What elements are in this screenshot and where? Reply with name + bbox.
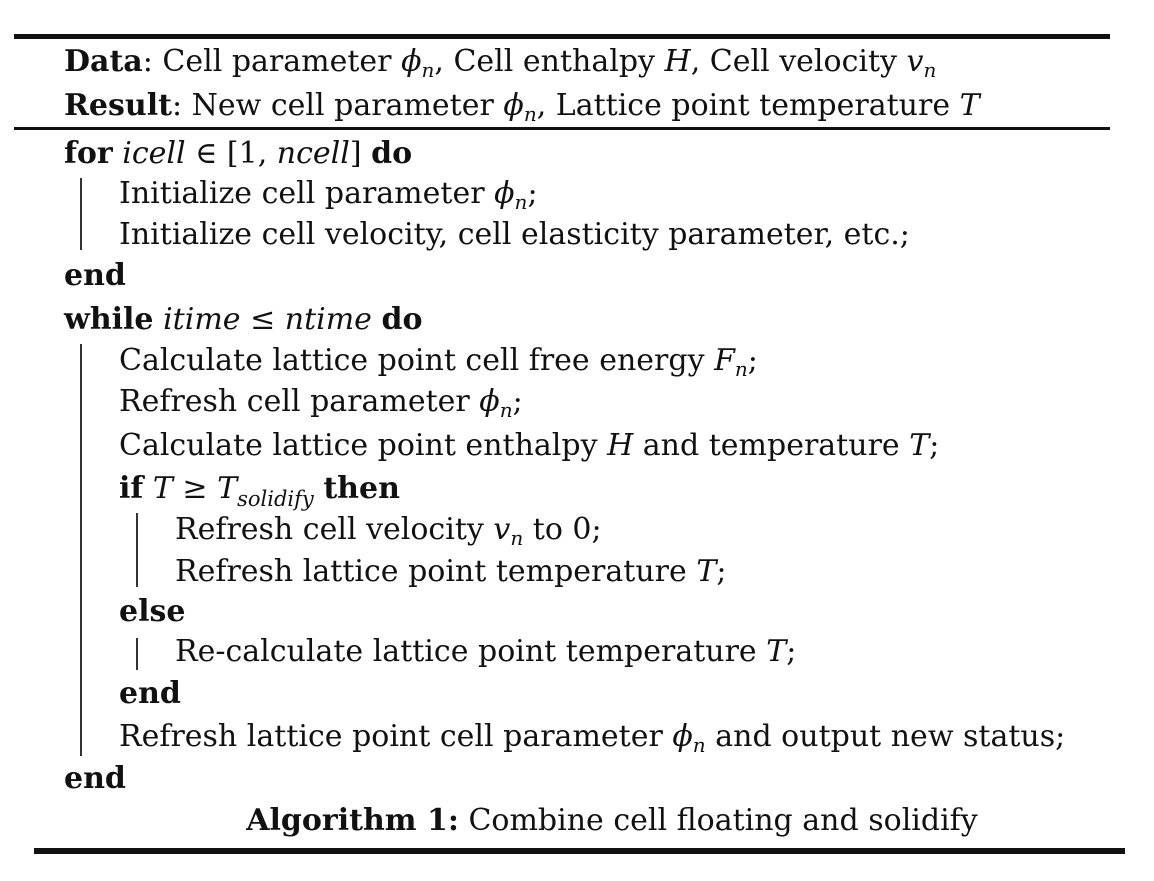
for-block-bar — [80, 178, 82, 250]
refresh1-line: Refresh cell parameter ϕn; — [119, 384, 523, 428]
init2-text: Initialize cell velocity, cell elasticit… — [119, 217, 910, 252]
then2-end: ; — [716, 554, 727, 589]
init1-text: Initialize cell parameter — [119, 176, 485, 211]
calc2-text: Calculate lattice point enthalpy — [119, 428, 598, 463]
else1-line: Re-calculate lattice point temperature T… — [175, 634, 796, 670]
top-rule — [14, 34, 1110, 39]
for-close: ] — [349, 136, 362, 171]
mid-rule — [14, 127, 1110, 130]
result-T: T — [959, 88, 980, 123]
refresh2-phi: ϕ — [672, 719, 693, 754]
if-T: T — [152, 471, 173, 506]
calc1-text: Calculate lattice point cell free energy — [119, 343, 705, 378]
while-le: ≤ — [240, 302, 285, 337]
refresh1-sub: n — [499, 398, 513, 422]
bottom-rule — [34, 848, 1125, 854]
data-sep: : — [142, 44, 153, 79]
init1-phi: ϕ — [494, 176, 515, 211]
for-var: icell — [122, 136, 186, 171]
data-v-sub: n — [923, 58, 937, 82]
result-phi-sub: n — [523, 102, 537, 126]
data-phi-sub: n — [421, 58, 435, 82]
then1-end: to 0; — [532, 512, 602, 547]
while-do: do — [381, 302, 423, 337]
calc1-line: Calculate lattice point cell free energy… — [119, 343, 758, 387]
then2-T: T — [696, 554, 717, 589]
while-block-bar — [80, 344, 82, 756]
end3-line: end — [64, 761, 126, 797]
calc2-line: Calculate lattice point enthalpy H and t… — [119, 428, 939, 464]
data-label: Data — [64, 44, 143, 79]
result-line: Result: New cell parameter ϕn, Lattice p… — [64, 88, 980, 132]
result-text-2: , Lattice point temperature — [536, 88, 951, 123]
refresh2-sub: n — [692, 733, 706, 757]
data-text-3: , Cell velocity — [690, 44, 897, 79]
data-line: Data: Cell parameter ϕn, Cell enthalpy H… — [64, 44, 936, 88]
algorithm-caption: Algorithm 1: Combine cell floating and s… — [0, 803, 1154, 839]
then1-v: v — [493, 512, 511, 547]
init2-line: Initialize cell velocity, cell elasticit… — [119, 217, 910, 253]
caption-label: Algorithm 1: — [246, 803, 459, 838]
end2-line: end — [119, 676, 181, 712]
result-text-1: New cell parameter — [191, 88, 494, 123]
if-sub: solidify — [237, 487, 314, 511]
else-line: else — [119, 594, 185, 630]
init1-sub: n — [514, 190, 528, 214]
then2-text: Refresh lattice point temperature — [175, 554, 687, 589]
calc2-end: ; — [929, 428, 940, 463]
calc2-T: T — [909, 428, 930, 463]
else-block-bar — [136, 638, 138, 670]
if-line: if T ≥ Tsolidify then — [119, 471, 400, 517]
refresh1-end: ; — [512, 384, 523, 419]
calc2-and: and temperature — [642, 428, 900, 463]
data-text-1: Cell parameter — [162, 44, 392, 79]
result-label: Result — [64, 88, 172, 123]
refresh1-phi: ϕ — [479, 384, 500, 419]
if-ge: ≥ — [172, 471, 218, 506]
refresh2-line: Refresh lattice point cell parameter ϕn … — [119, 719, 1065, 763]
caption-text: Combine cell floating and solidify — [468, 803, 978, 838]
data-H: H — [664, 44, 691, 79]
data-text-2: , Cell enthalpy — [434, 44, 655, 79]
else1-T: T — [766, 634, 787, 669]
while-ntime: ntime — [284, 302, 372, 337]
refresh2-end: and output new status; — [715, 719, 1066, 754]
calc2-H: H — [607, 428, 634, 463]
calc1-sub: n — [734, 357, 748, 381]
calc1-F: F — [714, 343, 735, 378]
for-keyword: for — [64, 136, 113, 171]
result-phi: ϕ — [503, 88, 524, 123]
while-var: itime — [163, 302, 241, 337]
init1-line: Initialize cell parameter ϕn; — [119, 176, 538, 220]
for-do: do — [371, 136, 413, 171]
end1-keyword: end — [64, 258, 126, 293]
then-block-bar — [136, 513, 138, 587]
then1-line: Refresh cell velocity vn to 0; — [175, 512, 602, 556]
data-v: v — [906, 44, 924, 79]
if-T2: T — [217, 471, 238, 506]
init1-end: ; — [527, 176, 538, 211]
end1-line: end — [64, 258, 126, 294]
refresh2-text: Refresh lattice point cell parameter — [119, 719, 663, 754]
result-sep: : — [171, 88, 183, 123]
then2-line: Refresh lattice point temperature T; — [175, 554, 726, 590]
for-line: for icell ∈ [1, ncell] do — [64, 136, 412, 172]
refresh1-text: Refresh cell parameter — [119, 384, 470, 419]
data-phi: ϕ — [401, 44, 422, 79]
else1-end: ; — [786, 634, 797, 669]
end2-keyword: end — [119, 676, 181, 711]
while-keyword: while — [64, 302, 154, 337]
for-in: ∈ [1, — [185, 136, 277, 171]
while-line: while itime ≤ ntime do — [64, 302, 422, 338]
end3-keyword: end — [64, 761, 126, 796]
then1-sub: n — [510, 526, 524, 550]
calc1-end: ; — [747, 343, 758, 378]
then1-text: Refresh cell velocity — [175, 512, 484, 547]
else-keyword: else — [119, 594, 186, 629]
for-ncell: ncell — [276, 136, 350, 171]
else1-text: Re-calculate lattice point temperature — [175, 634, 757, 669]
if-keyword: if — [119, 471, 144, 506]
if-then: then — [323, 471, 400, 506]
